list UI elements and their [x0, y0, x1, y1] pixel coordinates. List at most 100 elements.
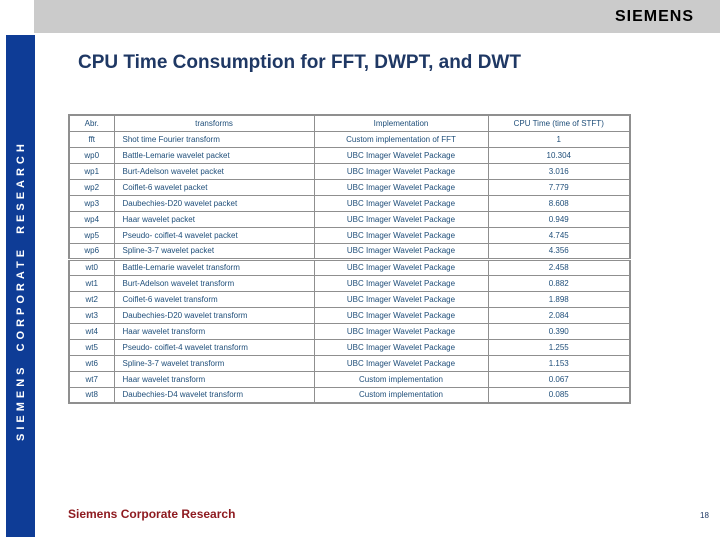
table-row: wp5 Pseudo- coiflet-4 wavelet packet UBC I… — [68, 226, 631, 244]
cell-abr: wp3 — [68, 194, 115, 212]
cell-implementation: UBC Imager Wavelet Package — [313, 322, 489, 340]
table-row: wt7 Haar wavelet transform Custom implemen… — [68, 370, 631, 388]
table-row: wt6 Spline-3-7 wavelet transform UBC Image… — [68, 354, 631, 372]
cell-transform: Spline-3-7 wavelet transform — [113, 354, 315, 372]
cell-abr: fft — [68, 130, 115, 148]
cell-abr: wp4 — [68, 210, 115, 228]
cell-transform: Haar wavelet packet — [113, 210, 315, 228]
cell-cpu-time: 1.898 — [487, 290, 631, 308]
cell-implementation: UBC Imager Wavelet Package — [313, 354, 489, 372]
cell-transform: Pseudo- coiflet-4 wavelet transform — [113, 338, 315, 356]
cell-transform: Coiflet-6 wavelet packet — [113, 178, 315, 196]
cell-cpu-time: 0.085 — [487, 386, 631, 404]
cell-transform: Burt-Adelson wavelet packet — [113, 162, 315, 180]
cell-implementation: UBC Imager Wavelet Package — [313, 242, 489, 260]
cell-abr: wp2 — [68, 178, 115, 196]
cell-implementation: UBC Imager Wavelet Package — [313, 274, 489, 292]
table-row: wt2 Coiflet-6 wavelet transform UBC Imager… — [68, 290, 631, 308]
cell-transform: Burt-Adelson wavelet transform — [113, 274, 315, 292]
cell-abr: wp5 — [68, 226, 115, 244]
cell-cpu-time: 3.016 — [487, 162, 631, 180]
siemens-logo: SIEMENS — [614, 7, 694, 25]
cell-implementation: UBC Imager Wavelet Package — [313, 194, 489, 212]
table-row: wt1 Burt-Adelson wavelet transform UBC Ima… — [68, 274, 631, 292]
sidebar: SIEMENS CORPORATE RESEARCH — [6, 35, 35, 537]
cell-cpu-time: 7.779 — [487, 178, 631, 196]
table-row: wp0 Battle-Lemarie wavelet packet UBC Imag… — [68, 146, 631, 164]
cell-abr: wt1 — [68, 274, 115, 292]
cell-cpu-time: 0.067 — [487, 370, 631, 388]
cell-transform: Shot time Fourier transform — [113, 130, 315, 148]
cell-transform: Haar wavelet transform — [113, 370, 315, 388]
brand-bar: SIEMENS — [34, 0, 720, 33]
table-body: fft Shot time Fourier transform Custom imp… — [68, 130, 631, 404]
cell-cpu-time: 1.255 — [487, 338, 631, 356]
table-row: wt4 Haar wavelet transform UBC Imager Wave… — [68, 322, 631, 340]
cell-implementation: UBC Imager Wavelet Package — [313, 210, 489, 228]
cell-transform: Coiflet-6 wavelet transform — [113, 290, 315, 308]
cell-transform: Haar wavelet transform — [113, 322, 315, 340]
table-row: wp1 Burt-Adelson wavelet packet UBC Imager… — [68, 162, 631, 180]
table-row: fft Shot time Fourier transform Custom imp… — [68, 130, 631, 148]
table-header-row: Abr. transforms Implementation CPU Time … — [68, 114, 631, 132]
table-row: wp4 Haar wavelet packet UBC Imager Wavelet… — [68, 210, 631, 228]
column-header-abr: Abr. — [68, 114, 115, 132]
table-row: wt3 Daubechies-D20 wavelet transform UBC I… — [68, 306, 631, 324]
table-row: wt0 Battle-Lemarie wavelet transform UBC I… — [68, 257, 631, 276]
cell-abr: wp6 — [68, 242, 115, 260]
table-header: Abr. transforms Implementation CPU Time … — [68, 114, 631, 132]
cell-abr: wt0 — [68, 257, 115, 276]
cell-implementation: UBC Imager Wavelet Package — [313, 338, 489, 356]
cell-implementation: UBC Imager Wavelet Package — [313, 306, 489, 324]
cell-transform: Battle-Lemarie wavelet transform — [113, 257, 315, 276]
cell-cpu-time: 1.153 — [487, 354, 631, 372]
cell-abr: wt5 — [68, 338, 115, 356]
sidebar-vertical-text: SIEMENS CORPORATE RESEARCH — [14, 140, 27, 441]
cell-cpu-time: 0.390 — [487, 322, 631, 340]
page-number: 18 — [700, 511, 709, 520]
cell-abr: wp1 — [68, 162, 115, 180]
table-row: wp3 Daubechies-D20 wavelet packet UBC Imag… — [68, 194, 631, 212]
cell-cpu-time: 10.304 — [487, 146, 631, 164]
table-row: wp6 Spline-3-7 wavelet packet UBC Imager W… — [68, 242, 631, 260]
cell-implementation: UBC Imager Wavelet Package — [313, 146, 489, 164]
cell-abr: wp0 — [68, 146, 115, 164]
cell-cpu-time: 8.608 — [487, 194, 631, 212]
table-row: wp2 Coiflet-6 wavelet packet UBC Imager Wa… — [68, 178, 631, 196]
cell-transform: Spline-3-7 wavelet packet — [113, 242, 315, 260]
cell-abr: wt6 — [68, 354, 115, 372]
cell-cpu-time: 0.949 — [487, 210, 631, 228]
cell-cpu-time: 4.356 — [487, 242, 631, 260]
cell-transform: Daubechies-D20 wavelet packet — [113, 194, 315, 212]
cell-implementation: Custom implementation — [313, 370, 489, 388]
page-title: CPU Time Consumption for FFT, DWPT, and … — [78, 52, 521, 73]
cell-abr: wt4 — [68, 322, 115, 340]
cell-abr: wt2 — [68, 290, 115, 308]
cell-implementation: UBC Imager Wavelet Package — [313, 257, 489, 276]
cell-transform: Daubechies-D20 wavelet transform — [113, 306, 315, 324]
column-header-cpu-time: CPU Time (time of STFT) — [487, 114, 631, 132]
cell-transform: Daubechies-D4 wavelet transform — [113, 386, 315, 404]
cell-cpu-time: 2.084 — [487, 306, 631, 324]
cell-implementation: UBC Imager Wavelet Package — [313, 290, 489, 308]
cell-transform: Battle-Lemarie wavelet packet — [113, 146, 315, 164]
cell-abr: wt7 — [68, 370, 115, 388]
cell-cpu-time: 2.458 — [487, 257, 631, 276]
cell-abr: wt3 — [68, 306, 115, 324]
column-header-transforms: transforms — [113, 114, 315, 132]
cell-implementation: UBC Imager Wavelet Package — [313, 162, 489, 180]
cell-implementation: UBC Imager Wavelet Package — [313, 178, 489, 196]
table-row: wt5 Pseudo- coiflet-4 wavelet transform UB… — [68, 338, 631, 356]
column-header-implementation: Implementation — [313, 114, 489, 132]
cell-implementation: Custom implementation — [313, 386, 489, 404]
cell-cpu-time: 0.882 — [487, 274, 631, 292]
cell-implementation: Custom implementation of FFT — [313, 130, 489, 148]
cpu-time-table: Abr. transforms Implementation CPU Time … — [68, 114, 631, 404]
table-row: wt8 Daubechies-D4 wavelet transform Custom… — [68, 386, 631, 404]
cell-implementation: UBC Imager Wavelet Package — [313, 226, 489, 244]
footer-organization: Siemens Corporate Research — [68, 507, 236, 521]
cell-transform: Pseudo- coiflet-4 wavelet packet — [113, 226, 315, 244]
cell-cpu-time: 4.745 — [487, 226, 631, 244]
cell-cpu-time: 1 — [487, 130, 631, 148]
cell-abr: wt8 — [68, 386, 115, 404]
